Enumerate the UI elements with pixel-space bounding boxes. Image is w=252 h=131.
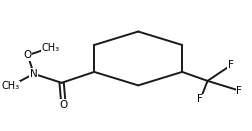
- Text: N: N: [30, 69, 38, 79]
- Text: O: O: [59, 100, 68, 110]
- Text: CH₃: CH₃: [42, 43, 60, 53]
- Text: F: F: [228, 61, 233, 70]
- Text: F: F: [236, 86, 242, 95]
- Text: F: F: [197, 94, 203, 105]
- Text: CH₃: CH₃: [2, 81, 20, 91]
- Text: O: O: [24, 50, 32, 60]
